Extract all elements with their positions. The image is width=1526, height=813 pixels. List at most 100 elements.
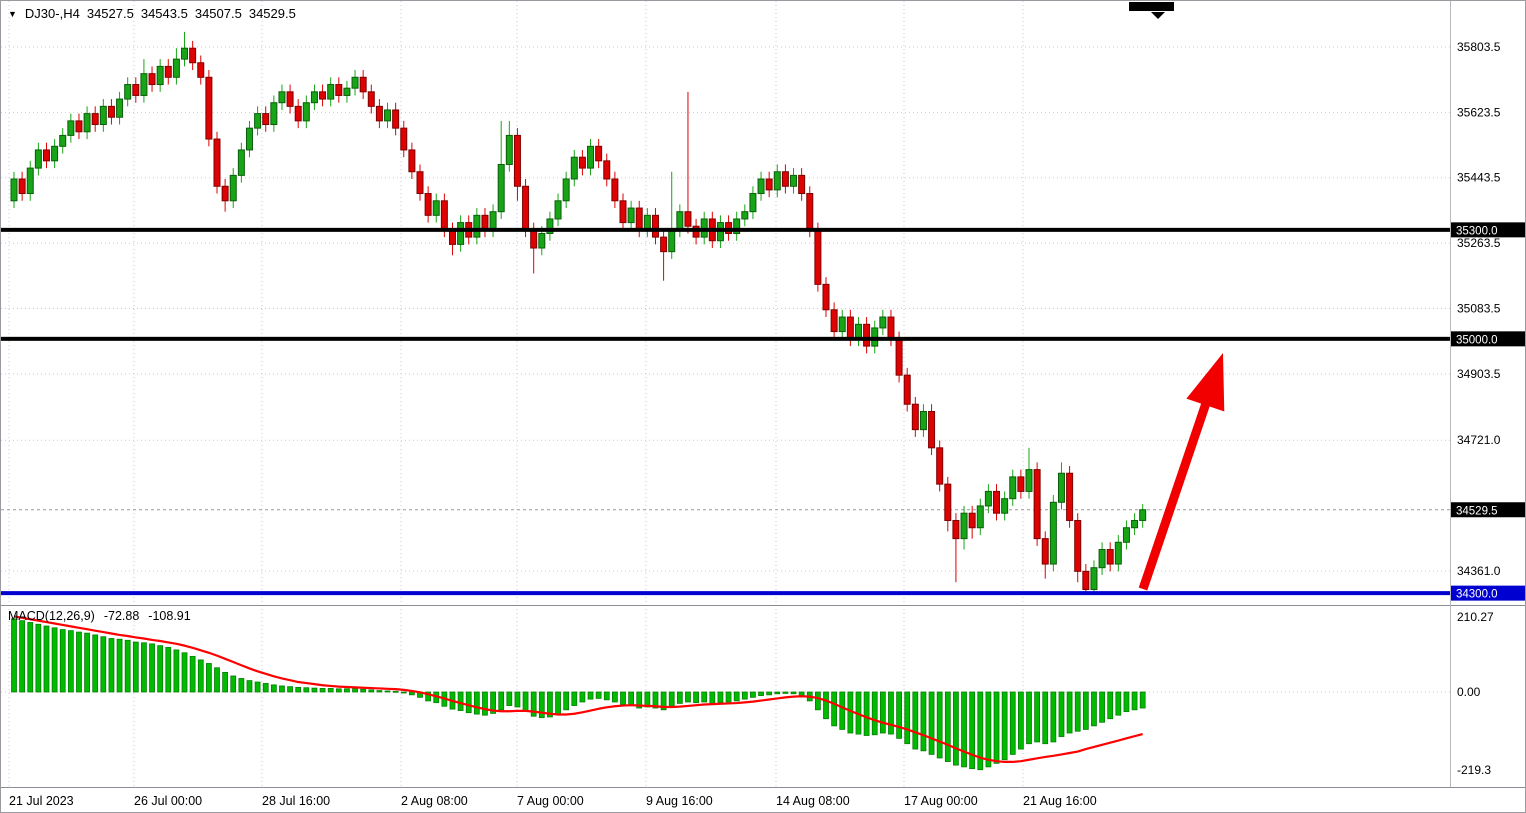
bull-candle	[489, 211, 497, 231]
macd-bar	[920, 691, 927, 752]
bear-candle	[611, 178, 619, 202]
macd-bar	[1034, 691, 1040, 743]
bear-candle	[18, 178, 26, 195]
bear-candle	[189, 47, 197, 64]
macd-bar	[132, 641, 139, 693]
macd-bar	[262, 683, 269, 693]
bull-candle	[676, 211, 684, 231]
price-tag-34300.0: 34300.0	[1451, 585, 1525, 601]
macd-axis-label: 0.00	[1457, 685, 1481, 699]
bear-candle	[213, 138, 221, 187]
macd-bar	[985, 691, 992, 768]
macd-bar	[409, 691, 415, 696]
bear-candle	[822, 283, 830, 311]
macd-bar	[295, 686, 302, 693]
macd-bar	[1042, 691, 1049, 745]
macd-bar	[936, 691, 943, 759]
bear-candle	[522, 185, 530, 231]
macd-bar	[879, 691, 886, 734]
bear-candle	[42, 149, 50, 162]
date-axis-label: 21 Jul 2023	[9, 794, 74, 808]
bear-candle	[375, 105, 383, 122]
bear-candle	[221, 185, 229, 202]
macd-bar	[1026, 691, 1032, 745]
macd-bar	[465, 691, 472, 714]
bull-candle	[457, 222, 465, 245]
price-axis-label: 35263.5	[1457, 236, 1501, 250]
bear-candle	[578, 156, 586, 169]
bear-candle	[895, 338, 903, 376]
bear-candle	[863, 323, 871, 347]
bull-candle	[741, 211, 749, 220]
bull-candle	[570, 156, 578, 180]
bear-candle	[440, 200, 448, 231]
macd-bar	[839, 691, 846, 730]
bull-candle	[984, 490, 992, 507]
macd-bar	[676, 691, 683, 704]
macd-axis-label: 210.27	[1457, 610, 1494, 624]
bear-candle	[619, 200, 627, 224]
macd-bar	[327, 688, 334, 693]
bear-candle	[75, 120, 83, 133]
macd-bar	[311, 687, 318, 693]
horizontal-level-35000[interactable]	[1, 336, 1450, 341]
macd-bar	[1107, 691, 1114, 720]
bear-candle	[928, 410, 936, 449]
macd-bar	[668, 691, 675, 707]
trend-arrow[interactable]	[1138, 353, 1225, 591]
date-axis-label: 26 Jul 00:00	[134, 794, 202, 808]
chart-menu-triangle-icon[interactable]: ▼	[8, 8, 17, 19]
macd-bar	[165, 647, 172, 693]
bull-candle	[1131, 519, 1139, 529]
macd-bar	[774, 691, 781, 695]
macd-bar	[189, 655, 196, 693]
bull-candle	[773, 171, 781, 191]
chart-shift-marker[interactable]	[1129, 2, 1174, 19]
macd-bar	[360, 688, 367, 693]
horizontal-level-34300[interactable]	[1, 591, 1450, 596]
bull-candle	[1057, 472, 1065, 503]
macd-bar	[1115, 691, 1122, 716]
date-axis-label: 17 Aug 00:00	[904, 794, 978, 808]
macd-bar	[530, 691, 537, 717]
macd-bar	[279, 685, 285, 693]
bear-candle	[335, 84, 343, 96]
macd-bar	[116, 638, 123, 693]
bear-candle	[408, 149, 416, 173]
bull-candle	[302, 102, 310, 122]
candles-layer[interactable]	[10, 31, 1147, 595]
bear-candle	[392, 109, 400, 129]
macd-bar	[238, 678, 245, 693]
bear-candle	[359, 76, 367, 93]
horizontal-level-35300[interactable]	[1, 227, 1450, 232]
bull-candle	[181, 47, 189, 60]
date-axis[interactable]: 21 Jul 2023 26 Jul 00:00 28 Jul 16:00 2 Aug…	[9, 794, 1097, 808]
macd-bar	[944, 691, 951, 762]
date-axis-label: 9 Aug 16:00	[646, 794, 713, 808]
bear-candle	[481, 214, 489, 231]
macd-bar	[790, 691, 797, 695]
bull-candle	[1049, 501, 1057, 565]
bear-candle	[798, 174, 806, 195]
macd-bar	[1050, 691, 1057, 743]
macd-bar	[514, 691, 521, 708]
bear-candle	[1106, 549, 1114, 565]
macd-bar	[376, 690, 383, 693]
bear-candle	[164, 65, 172, 78]
svg-text:35000.0: 35000.0	[1456, 334, 1498, 346]
macd-bar	[1066, 691, 1073, 734]
bear-candle	[416, 171, 424, 195]
bear-candle	[603, 160, 611, 180]
bull-candle	[140, 73, 148, 96]
macd-bar	[84, 632, 90, 693]
price-axis-label: 35443.5	[1457, 171, 1501, 185]
bear-candle	[830, 309, 838, 333]
macd-bar	[35, 623, 42, 693]
macd-bar	[157, 645, 164, 693]
price-axis[interactable]: 35803.5 35623.5 35443.5 35263.5 35083.5 34903…	[1457, 40, 1501, 777]
macd-bar	[725, 691, 732, 703]
date-axis-label: 14 Aug 08:00	[776, 794, 850, 808]
macd-bar	[92, 634, 99, 693]
macd-bar	[425, 691, 431, 702]
